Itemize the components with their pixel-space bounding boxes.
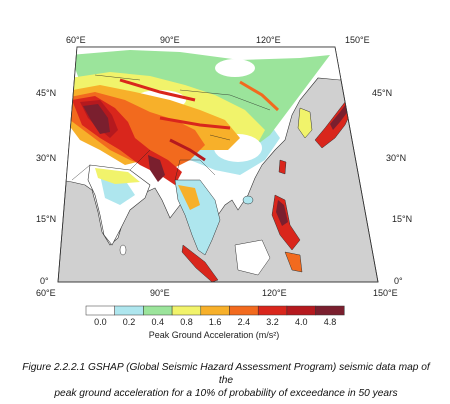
legend-tick-label: 0.2 (123, 317, 136, 327)
japan-core (330, 104, 349, 130)
legend-tick-label: 0.4 (151, 317, 164, 327)
legend-tick-label: 0.8 (180, 317, 193, 327)
taiwan (278, 159, 287, 175)
map-frame-outline (57, 46, 379, 283)
lon-label-bottom: 120°E (262, 288, 287, 298)
legend-title: Peak Ground Acceleration (m/s²) (149, 330, 280, 340)
legend-swatch (315, 305, 345, 316)
sakhalin (339, 47, 353, 71)
lon-label-bottom: 60°E (36, 288, 56, 298)
lon-label-bottom: 150°E (373, 288, 398, 298)
legend-swatch (171, 305, 202, 316)
sulawesi (284, 251, 303, 273)
legend-tick-label: 1.6 (209, 317, 222, 327)
legend-tick-label: 0.0 (94, 317, 107, 327)
legend-swatch (286, 305, 316, 316)
fault-stripe (169, 138, 206, 162)
lat-label-right: 0° (394, 276, 403, 286)
fault-stripe (239, 80, 280, 112)
legend-swatch (85, 305, 115, 316)
lat-label-left: 45°N (36, 88, 56, 98)
lat-label-right: 30°N (386, 153, 406, 163)
zone-level-48 (83, 104, 110, 134)
caption-line-2: peak ground acceleration for a 10% of pr… (54, 388, 398, 399)
hainan (242, 195, 254, 205)
lat-label-left: 15°N (36, 214, 56, 224)
lon-label-top: 90°E (160, 35, 180, 45)
fault-stripe (119, 78, 196, 102)
legend: 0.0 0.2 0.4 0.8 1.6 2.4 3.2 4.0 4.8 Peak Ground … (85, 305, 345, 340)
lon-label-top: 150°E (345, 35, 370, 45)
lon-label-bottom: 90°E (150, 288, 170, 298)
figure-caption: Figure 2.2.2.1 GSHAP (Global Seismic Haz… (18, 361, 434, 400)
legend-tick-label: 4.8 (324, 317, 337, 327)
korea (297, 107, 313, 139)
sri-lanka (119, 244, 127, 256)
lat-label-right: 15°N (392, 214, 412, 224)
lat-label-left: 0° (40, 276, 49, 286)
legend-swatch (114, 305, 144, 316)
legend-tick-label: 2.4 (238, 317, 251, 327)
lat-label-left: 30°N (36, 153, 56, 163)
sea-zone-level-16 (178, 185, 200, 210)
lon-label-top: 120°E (256, 35, 281, 45)
legend-swatch (143, 305, 173, 316)
legend-swatches (85, 305, 345, 316)
philippines-core (276, 200, 288, 226)
border-lines (71, 74, 271, 181)
caption-line-1: Figure 2.2.2.1 GSHAP (Global Seismic Haz… (22, 362, 430, 386)
india-zone-level-08 (95, 168, 140, 184)
sumatra (181, 244, 219, 282)
fault-stripe (159, 116, 231, 130)
legend-tick-label: 3.2 (266, 317, 279, 327)
borneo (234, 239, 271, 276)
low-hazard-basin (215, 59, 255, 77)
legend-swatch (200, 305, 230, 316)
lat-label-right: 45°N (372, 88, 392, 98)
legend-swatch (229, 305, 259, 316)
legend-ticks: 0.0 0.2 0.4 0.8 1.6 2.4 3.2 4.0 4.8 (94, 317, 336, 327)
legend-swatch (257, 305, 288, 316)
lon-label-top: 60°E (66, 35, 86, 45)
zone-level-48 (148, 155, 165, 182)
legend-tick-label: 4.0 (295, 317, 308, 327)
hokkaido (349, 71, 366, 91)
